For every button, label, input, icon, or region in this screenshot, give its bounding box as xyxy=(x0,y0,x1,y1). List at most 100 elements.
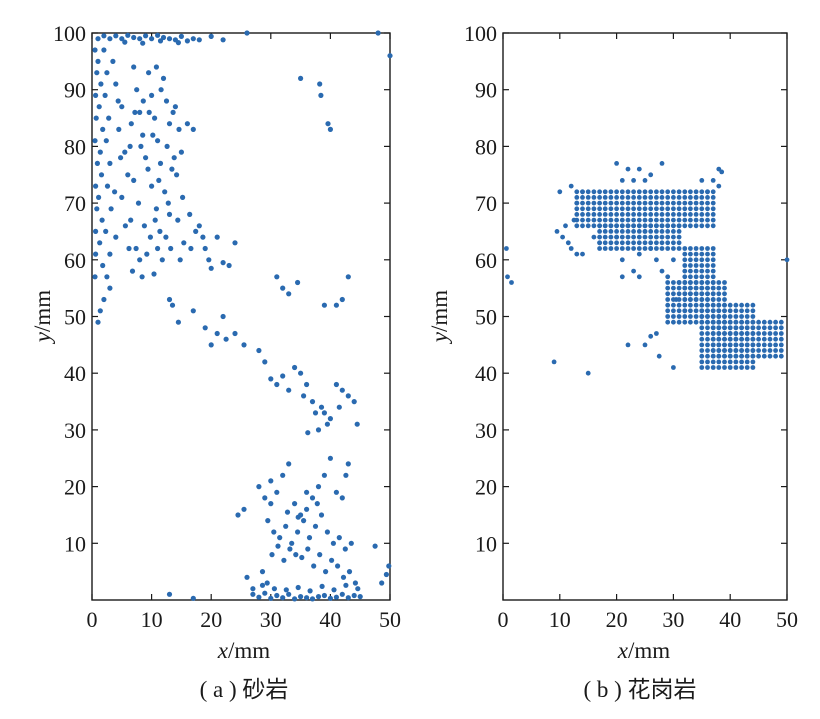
data-point xyxy=(166,591,173,597)
data-point xyxy=(716,365,722,370)
data-point xyxy=(602,189,608,195)
data-point xyxy=(307,588,313,594)
data-point xyxy=(327,595,333,601)
data-point xyxy=(710,217,716,223)
data-point xyxy=(591,195,597,200)
data-point xyxy=(733,331,739,336)
data-point xyxy=(750,342,756,348)
data-point xyxy=(274,381,280,388)
data-point xyxy=(699,274,705,280)
data-point xyxy=(108,206,114,212)
data-point xyxy=(631,206,636,212)
data-point xyxy=(98,81,104,87)
data-point xyxy=(659,268,665,274)
data-point xyxy=(149,36,155,42)
data-point xyxy=(268,501,274,507)
data-point xyxy=(682,206,688,212)
data-point xyxy=(268,595,274,601)
data-point xyxy=(750,319,756,325)
data-point xyxy=(171,155,177,161)
data-point xyxy=(94,70,100,76)
data-point xyxy=(172,104,178,110)
data-point xyxy=(688,251,693,257)
data-point xyxy=(699,365,705,370)
data-point xyxy=(608,189,614,195)
data-point xyxy=(682,319,688,325)
data-point xyxy=(727,359,733,365)
data-point xyxy=(597,217,602,223)
data-point xyxy=(292,501,298,507)
y-tick-label: 70 xyxy=(64,191,86,216)
data-point xyxy=(93,115,99,121)
data-point xyxy=(625,206,631,212)
data-point xyxy=(671,302,676,308)
data-point xyxy=(92,47,98,53)
data-point xyxy=(761,325,767,331)
data-point xyxy=(665,217,671,223)
data-point xyxy=(327,126,333,132)
data-point xyxy=(614,195,619,200)
data-point xyxy=(716,331,722,336)
data-point xyxy=(339,387,345,393)
data-point xyxy=(250,586,256,592)
data-point xyxy=(705,217,710,223)
data-point xyxy=(619,257,625,263)
data-point xyxy=(157,160,164,166)
data-point xyxy=(585,370,591,376)
data-point xyxy=(733,353,739,359)
data-point xyxy=(166,296,173,303)
data-point xyxy=(722,280,727,285)
data-point xyxy=(298,594,304,600)
data-point xyxy=(693,285,699,291)
data-point xyxy=(118,155,124,161)
data-point xyxy=(665,195,671,200)
data-point xyxy=(580,223,585,229)
data-point xyxy=(705,268,710,274)
data-point xyxy=(323,569,329,575)
data-point xyxy=(722,325,727,331)
data-point xyxy=(761,342,767,348)
data-point xyxy=(727,308,733,314)
data-point xyxy=(654,257,659,263)
data-point xyxy=(336,404,342,410)
data-point xyxy=(619,223,625,229)
data-point xyxy=(693,308,699,314)
data-point xyxy=(642,200,648,206)
data-point xyxy=(739,342,744,348)
data-point xyxy=(642,240,648,246)
data-point xyxy=(648,212,654,217)
data-point xyxy=(93,251,99,257)
data-point xyxy=(602,234,608,240)
data-point xyxy=(95,319,101,325)
data-point xyxy=(676,223,682,229)
data-point xyxy=(295,514,301,520)
data-point xyxy=(710,212,716,217)
data-point xyxy=(92,274,98,280)
data-point xyxy=(659,234,665,240)
data-point xyxy=(671,206,676,212)
data-point xyxy=(351,399,357,405)
data-point xyxy=(631,240,636,246)
data-point xyxy=(648,246,654,251)
data-point xyxy=(671,234,676,240)
data-point xyxy=(705,302,710,308)
data-point xyxy=(750,365,756,370)
data-point xyxy=(190,126,196,132)
data-point xyxy=(345,595,351,601)
data-point xyxy=(665,206,671,212)
data-point xyxy=(682,280,688,285)
data-point xyxy=(705,251,710,257)
data-point xyxy=(295,279,301,286)
data-point xyxy=(202,245,208,252)
data-point xyxy=(119,36,125,42)
data-point xyxy=(96,194,102,200)
data-point xyxy=(682,263,688,268)
data-point xyxy=(636,206,642,212)
data-point xyxy=(682,212,688,217)
data-point xyxy=(333,489,339,495)
data-point xyxy=(676,297,682,302)
data-point xyxy=(716,336,722,342)
panel-caption: ( b ) 花岗岩 xyxy=(583,677,696,702)
data-point xyxy=(671,257,676,263)
x-tick-label: 20 xyxy=(200,607,222,632)
